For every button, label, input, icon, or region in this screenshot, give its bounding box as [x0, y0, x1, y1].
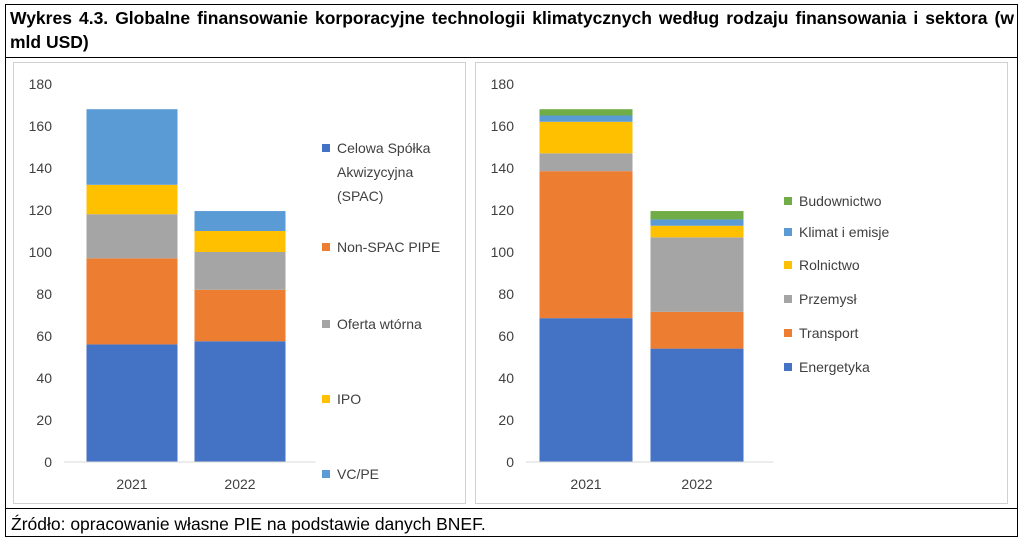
legend-swatch [784, 228, 792, 236]
bar-segment [650, 219, 744, 226]
bar-segment [194, 231, 286, 252]
y-tick-label: 60 [36, 328, 52, 344]
bar-segment [539, 109, 633, 116]
y-tick-label: 120 [29, 202, 53, 218]
y-tick-label: 180 [29, 76, 53, 92]
y-tick-label: 20 [498, 412, 514, 428]
legend-swatch [322, 144, 330, 152]
y-tick-label: 40 [498, 370, 514, 386]
bar-segment [194, 252, 286, 290]
legend-label: Klimat i emisje [799, 224, 889, 240]
y-tick-label: 140 [491, 160, 515, 176]
y-tick-label: 40 [36, 370, 52, 386]
bar-segment [86, 184, 178, 215]
legend-label: Rolnictwo [799, 257, 860, 273]
legend-swatch [784, 295, 792, 303]
chart-financing-type: 0 20 40 60 80 100 120 140 160 180 2021 2022 Celowa S… [29, 76, 441, 492]
y-tick-label: 60 [498, 328, 514, 344]
y-tick-label: 160 [29, 118, 53, 134]
bar-segment [539, 115, 633, 122]
y-tick-label: 100 [491, 244, 515, 260]
y-tick-label: 180 [491, 76, 515, 92]
y-tick-label: 120 [491, 202, 515, 218]
bar-segment [86, 258, 178, 345]
bar-segment [86, 109, 178, 185]
chart-sector: 0 20 40 60 80 100 120 140 160 180 2021 2022 Energety… [491, 76, 890, 492]
legend-label: Akwizycyjna [337, 164, 413, 180]
legend-swatch [784, 197, 792, 205]
legend-swatch [784, 261, 792, 269]
legend-swatch [322, 320, 330, 328]
legend-label: Non-SPAC PIPE [337, 239, 440, 255]
legend-label: (SPAC) [337, 188, 383, 204]
legend-label: Przemysł [799, 291, 857, 307]
bar-segment [86, 214, 178, 259]
legend-label: Celowa Spółka [337, 140, 431, 156]
x-tick-label: 2021 [116, 476, 147, 492]
chart-financing-type-panel: 0 20 40 60 80 100 120 140 160 180 2021 2022 Celowa S… [13, 62, 466, 504]
legend-swatch [322, 470, 330, 478]
bar-segment [539, 121, 633, 154]
bar-segment [539, 171, 633, 319]
y-tick-label: 100 [29, 244, 53, 260]
legend-label: IPO [337, 391, 361, 407]
legend-label: Transport [799, 325, 859, 341]
legend-label: Energetyka [799, 359, 870, 375]
legend-swatch [322, 243, 330, 251]
figure-frame [5, 4, 1018, 537]
y-tick-label: 0 [44, 454, 52, 470]
y-tick-label: 20 [36, 412, 52, 428]
bar-segment [650, 211, 744, 220]
bar-segment [650, 225, 744, 238]
bar-segment [650, 348, 744, 462]
x-tick-label: 2021 [570, 476, 601, 492]
y-tick-label: 80 [36, 286, 52, 302]
title-divider [5, 57, 1018, 58]
source-divider [5, 508, 1018, 509]
bar-segment [650, 311, 744, 349]
legend-label: VC/PE [337, 466, 379, 482]
source-note: Źródło: opracowanie własne PIE na podsta… [11, 514, 486, 534]
bar-segment [539, 318, 633, 462]
y-tick-label: 160 [491, 118, 515, 134]
figure-title: Wykres 4.3. Globalne finansowanie korpor… [10, 8, 1014, 52]
bar-segment [194, 211, 286, 231]
y-tick-label: 80 [498, 286, 514, 302]
x-tick-label: 2022 [224, 476, 255, 492]
legend-swatch [322, 395, 330, 403]
y-tick-label: 0 [506, 454, 514, 470]
bar-segment [194, 341, 286, 462]
legend-swatch [784, 363, 792, 371]
chart-sector-panel: 0 20 40 60 80 100 120 140 160 180 2021 2022 Energety… [475, 62, 1008, 504]
bar-segment [650, 237, 744, 312]
legend-swatch [784, 329, 792, 337]
legend-label: Budownictwo [799, 193, 882, 209]
bar-segment [539, 153, 633, 172]
bar-segment [194, 289, 286, 342]
bar-segment [86, 344, 178, 462]
x-tick-label: 2022 [681, 476, 712, 492]
y-tick-label: 140 [29, 160, 53, 176]
legend-label: Oferta wtórna [337, 316, 422, 332]
